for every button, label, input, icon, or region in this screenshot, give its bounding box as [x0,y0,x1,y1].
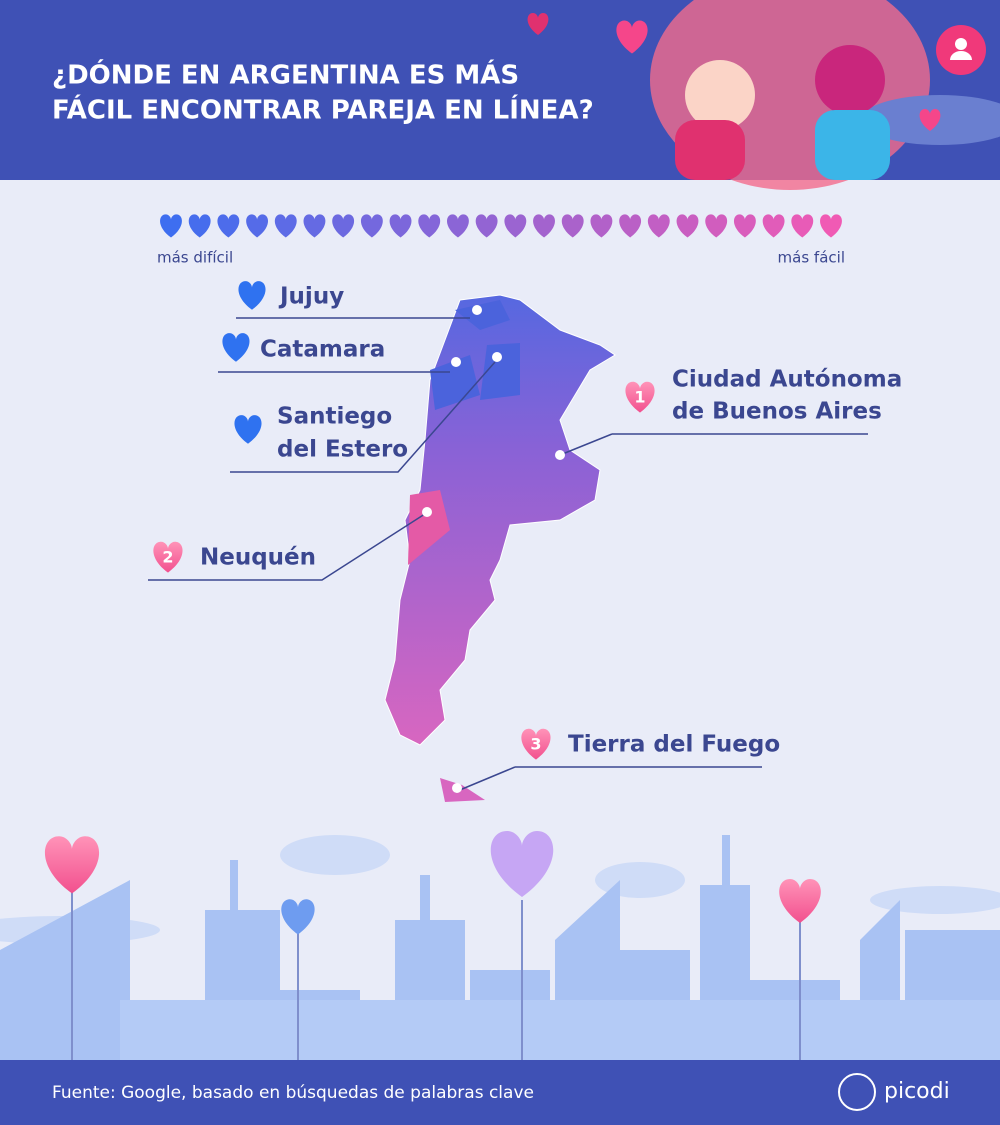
region-label: de Buenos Aires [672,399,882,425]
region-label: Santiego [277,404,392,430]
title: ¿DÓNDE EN ARGENTINA ES MÁS [52,59,519,91]
brand-logo [838,1073,876,1111]
scale-high-label: más fácil [778,249,845,267]
user-icon [955,38,967,50]
title: FÁCIL ENCONTRAR PAREJA EN LÍNEA? [52,94,594,126]
region-label: Neuquén [200,545,316,571]
rank: 2 [162,548,173,567]
skyline [0,835,1000,1060]
region-label: Ciudad Autónoma [672,367,902,393]
footer-bar [0,1060,1000,1125]
map-region [430,355,480,410]
rank: 1 [634,388,645,407]
region-label: Jujuy [278,284,344,310]
map-region [408,490,450,565]
map-tierra-del-fuego [440,778,485,802]
person [685,60,755,130]
region-label: Catamara [260,337,385,363]
pins [422,305,565,793]
map-region [455,300,510,330]
brand[interactable]: picodi [884,1079,950,1104]
user-icon [950,51,972,60]
person [815,110,890,180]
region-label: Tierra del Fuego [568,732,780,758]
map-region [480,343,520,400]
rank: 3 [530,735,541,754]
balloons [71,880,801,1060]
source: Fuente: Google, basado en búsquedas de p… [52,1083,534,1103]
leaders [148,317,868,793]
region-label: del Estero [277,437,408,463]
person [815,45,885,115]
person [675,120,745,180]
scale-low-label: más difícil [157,249,233,267]
